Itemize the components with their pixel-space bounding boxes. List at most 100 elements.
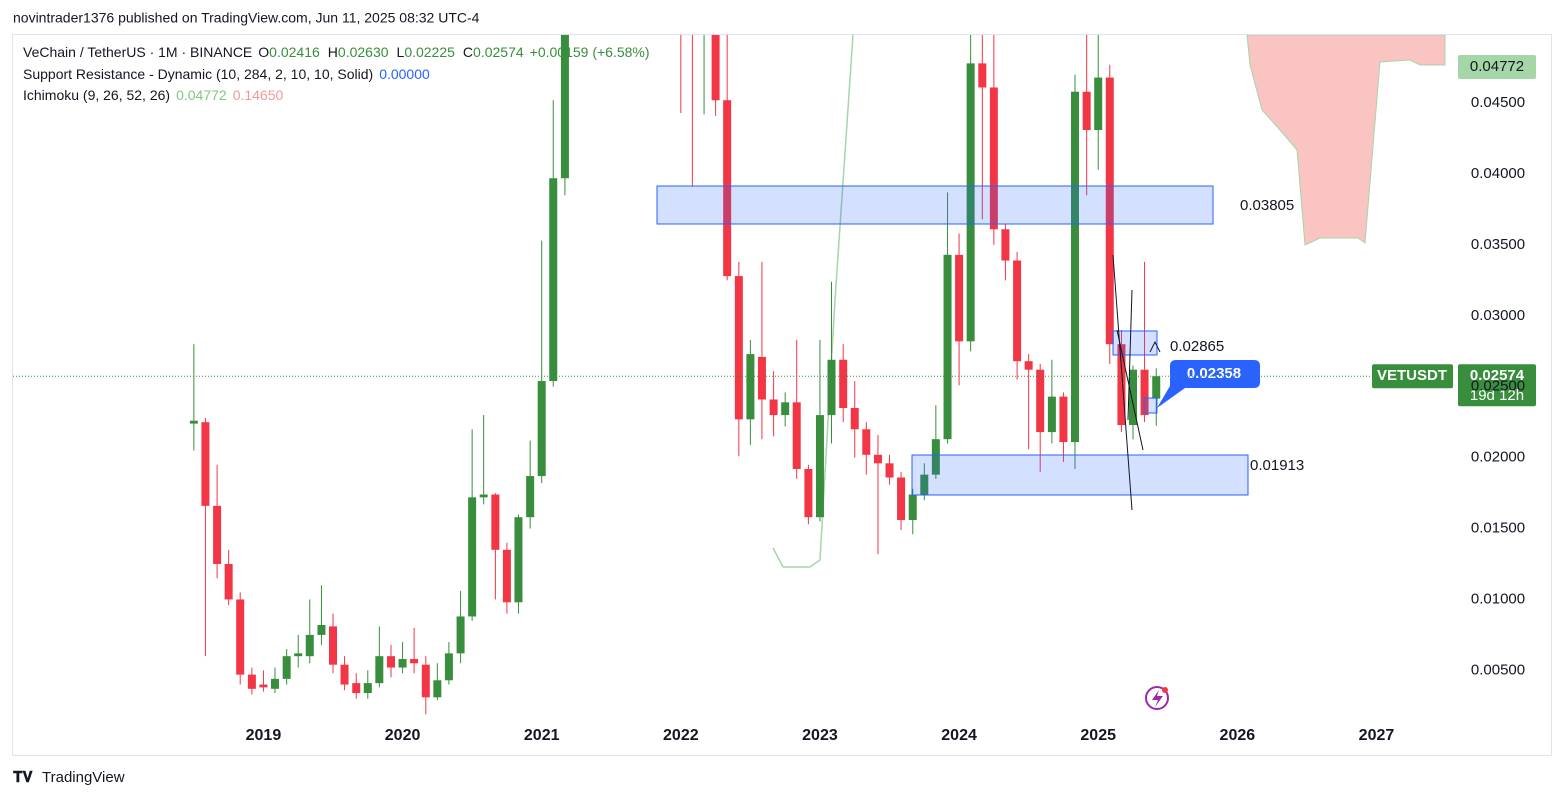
x-tick-label: 2020 [385, 727, 421, 744]
x-tick-label: 2025 [1080, 727, 1116, 744]
ichimoku-price: 0.04772 [1470, 58, 1524, 75]
ohlc-key: L [397, 44, 405, 60]
candle-body [270, 678, 279, 689]
candle-body [282, 656, 291, 679]
candle-body [387, 656, 396, 668]
symbol: VeChain / TetherUS · 1M · BINANCE O0.0241… [23, 44, 650, 60]
candle-body [966, 63, 975, 342]
candle-body [537, 381, 546, 477]
candle-body [479, 494, 488, 498]
x-tick-label: 2021 [524, 727, 560, 744]
trend-line [1112, 254, 1133, 511]
candle-body [815, 415, 824, 518]
candle-body [711, 35, 720, 101]
last-price: VETUSDT 0.02574 19d 12h [13, 364, 1536, 407]
x-tick-label: 2027 [1359, 727, 1395, 744]
candle-body [444, 653, 453, 681]
candle-body [259, 684, 268, 688]
zone [1143, 397, 1158, 414]
candle-body [920, 474, 929, 495]
y-tick-label: 0.02500 [1471, 378, 1525, 395]
candle-body [491, 494, 500, 550]
candle-body [1070, 91, 1079, 443]
candle-body [989, 87, 998, 230]
trend-line [1116, 329, 1144, 451]
candle-body [213, 505, 222, 564]
candle-body [850, 407, 859, 430]
trend-line [1127, 289, 1133, 421]
y-tick-label: 0.04500 [1471, 94, 1525, 111]
candle-body [329, 626, 337, 665]
change: +0.00159 (+6.58%) [530, 44, 650, 60]
support-zone [911, 454, 1249, 496]
x-tick-label: 2026 [1220, 727, 1256, 744]
candle-body [1047, 396, 1056, 433]
alert-dot [1162, 687, 1168, 693]
ichimoku-cloud [1246, 35, 1446, 246]
candle-body [955, 254, 964, 342]
candle-body [236, 599, 245, 675]
candle-body [305, 634, 314, 657]
chart-frame [12, 34, 1552, 756]
candle-body [1001, 229, 1010, 261]
candle-body [862, 429, 871, 455]
candle-body [247, 674, 256, 689]
footer: TradingView [42, 769, 125, 786]
candle-body [1013, 260, 1022, 362]
y-tick-label: 0.02000 [1471, 449, 1525, 466]
ohlc-value: 0.02574 [473, 44, 524, 60]
candle-body [827, 359, 836, 416]
candle-body [873, 454, 882, 464]
y-tick-label: 0.03000 [1471, 307, 1525, 324]
candle-body [421, 664, 430, 698]
x-tick-label: 2024 [941, 727, 977, 744]
candles [189, 35, 1161, 715]
candle-body [769, 399, 778, 416]
candle-body [526, 476, 535, 518]
y-tick-label: 0.04000 [1471, 165, 1525, 182]
candle-body [1129, 369, 1137, 426]
x-tick-label: 2019 [246, 727, 282, 744]
annotation: 0.02865 [1170, 338, 1224, 355]
candle-body [1036, 369, 1045, 433]
candle-body [352, 683, 361, 694]
candle-body [189, 420, 198, 424]
candle-body [931, 439, 940, 475]
candle-body [1105, 77, 1114, 345]
candle-body [1082, 91, 1091, 131]
alert-icon[interactable] [1145, 686, 1169, 710]
candle-body [757, 356, 766, 400]
candle-body [1117, 344, 1126, 426]
indicator-value: 0.04772 [176, 87, 227, 103]
candle-body [1140, 369, 1149, 416]
price-box [1458, 364, 1536, 407]
candle-body [723, 100, 732, 277]
alert-bolt [1152, 690, 1163, 707]
ohlc-value: 0.02416 [269, 44, 320, 60]
candle-body [1094, 77, 1103, 131]
symbol-box [1372, 364, 1453, 389]
candle-body [201, 422, 210, 506]
indicator-name: Support Resistance - Dynamic (10, 284, 2… [23, 66, 373, 82]
logo-mark: 𝐓𝐕 [13, 769, 34, 786]
candle-body [294, 653, 303, 657]
x-tick-label: 2022 [663, 727, 699, 744]
ohlc-key: O [258, 44, 269, 60]
candle-body [549, 178, 558, 382]
candle-body [502, 549, 511, 603]
candle-body [1059, 396, 1068, 443]
candle-body [734, 276, 743, 420]
candle-body [1152, 376, 1161, 399]
candle-body [943, 254, 952, 440]
candle-body [885, 463, 894, 478]
resistance-zone [656, 185, 1214, 225]
indicator-value: 0.14650 [233, 87, 284, 103]
candle-body [468, 497, 477, 617]
candle-body [781, 402, 790, 416]
candle-body [398, 659, 407, 668]
candle-body [456, 616, 465, 654]
ohlc-key: H [328, 44, 338, 60]
ohlc-key: C [463, 44, 473, 60]
